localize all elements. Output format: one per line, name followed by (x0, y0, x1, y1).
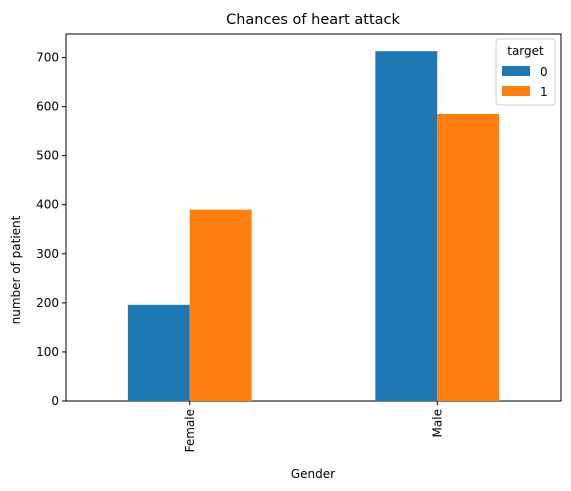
y-axis: 0 100 200 300 400 500 600 700 (36, 51, 66, 408)
plot-area: 0 100 200 300 400 500 600 700 Female Male (36, 33, 562, 452)
legend: target 0 1 (495, 38, 556, 106)
y-tick-label: 200 (36, 296, 59, 310)
legend-title: target (507, 44, 544, 58)
y-tick-label: 100 (36, 345, 59, 359)
bar-female-target-0 (127, 304, 190, 401)
y-tick-label: 400 (36, 198, 59, 212)
bars (127, 51, 500, 402)
plot-frame (65, 33, 562, 402)
legend-swatch-0 (502, 66, 530, 76)
y-tick-label: 700 (36, 51, 59, 65)
y-tick-label: 500 (36, 149, 59, 163)
bar-female-target-1 (189, 209, 252, 401)
bar-male-target-0 (375, 51, 438, 402)
bar-male-target-1 (437, 113, 500, 401)
y-tick-label: 300 (36, 247, 59, 261)
x-tick-label-female: Female (183, 409, 197, 452)
legend-label-1: 1 (540, 85, 548, 99)
y-tick-label: 600 (36, 100, 59, 114)
x-axis-label: Gender (291, 467, 335, 481)
legend-swatch-1 (502, 86, 530, 96)
y-tick-label: 0 (51, 394, 59, 408)
chart-title: Chances of heart attack (226, 12, 400, 28)
legend-label-0: 0 (540, 65, 548, 79)
y-axis-label: number of patient (9, 215, 23, 324)
x-axis: Female Male (183, 401, 444, 452)
x-tick-label-male: Male (430, 409, 444, 437)
